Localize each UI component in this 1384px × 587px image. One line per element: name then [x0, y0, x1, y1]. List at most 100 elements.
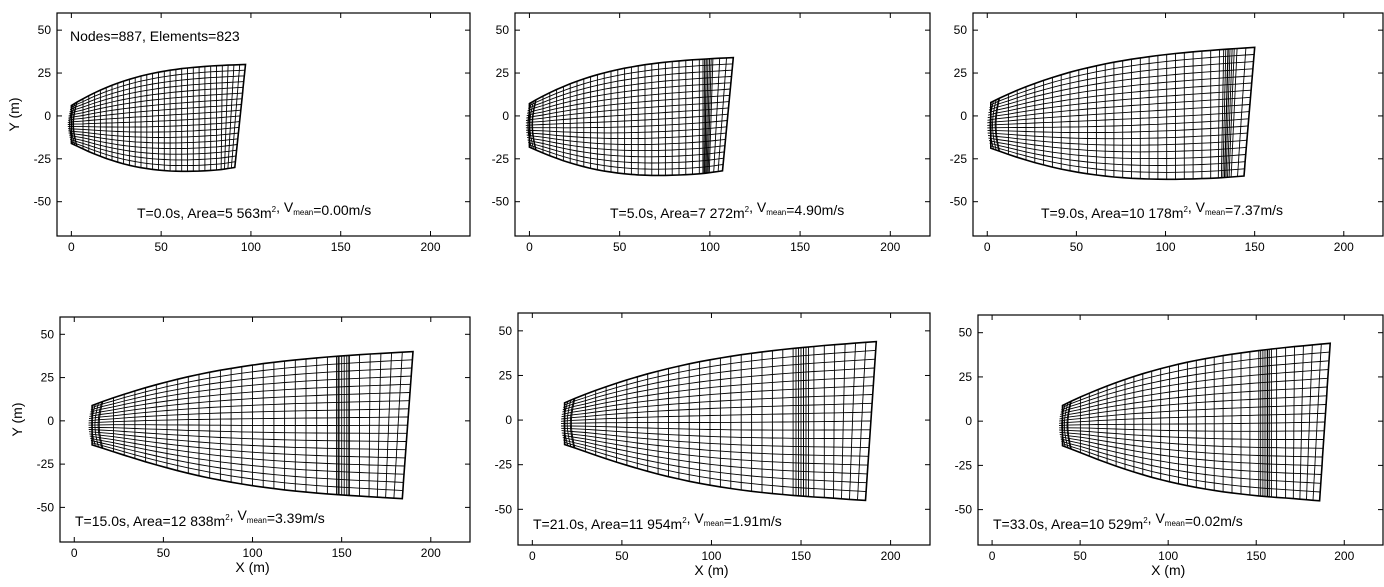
y-tick-label: -50	[37, 500, 55, 514]
x-tick-label: 100	[701, 549, 721, 563]
x-axis-label: X (m)	[694, 562, 728, 578]
x-axis-label: X (m)	[235, 559, 269, 575]
mesh-line	[703, 59, 706, 174]
x-tick-label: 200	[1334, 549, 1354, 563]
plot-frame	[514, 12, 931, 237]
x-tick-label: 50	[154, 240, 168, 254]
x-tick-label: 100	[1158, 549, 1178, 563]
x-tick-label: 100	[1156, 240, 1176, 254]
y-tick-label: 25	[954, 66, 968, 80]
x-tick-label: 50	[1070, 240, 1084, 254]
mesh-line	[529, 101, 534, 149]
mesh-line	[995, 98, 1001, 152]
mesh-line	[368, 353, 371, 497]
y-tick-label: -50	[492, 195, 510, 209]
y-tick-label: 0	[502, 109, 509, 123]
mesh-line	[531, 99, 537, 150]
mesh-line	[230, 64, 241, 169]
mesh-line	[1306, 344, 1313, 500]
mesh-info-label: Nodes=887, Elements=823	[70, 28, 240, 44]
x-tick-label: 50	[1073, 549, 1087, 563]
time-area-velocity-label: T=5.0s, Area=7 272m2, Vmean=4.90m/s	[610, 199, 844, 221]
x-tick-label: 50	[157, 546, 171, 560]
y-tick-label: 0	[960, 109, 967, 123]
x-tick-label: 0	[984, 240, 991, 254]
panel-t9: 0 50 100 150 200 50 25 0 -25 -50 T=9.0s, Area=10 1…	[950, 12, 1384, 254]
mesh-line	[97, 401, 103, 449]
mesh-line	[717, 57, 727, 172]
y-tick-label: 25	[959, 370, 973, 384]
mesh-line	[527, 102, 532, 149]
mesh-line	[98, 401, 104, 449]
mesh-line	[707, 58, 712, 173]
mesh-line	[849, 343, 856, 500]
x-tick-label: 50	[615, 549, 629, 563]
mesh-line	[1230, 48, 1238, 178]
panel-t0: 0 50 100 150 200 50 25 0 -25 -50 Y (m) Nodes=887, E…	[6, 12, 471, 254]
mesh-line	[220, 65, 223, 170]
mesh-line	[224, 65, 229, 170]
x-tick-label: 150	[1245, 240, 1265, 254]
panel-t5: 0 50 100 150 200 50 25 0 -25 -50 T=5.0s, Area=7 27…	[492, 12, 931, 254]
y-tick-label: 50	[38, 23, 52, 37]
y-tick-label: -50	[34, 195, 52, 209]
plot-frame	[977, 314, 1384, 546]
y-tick-label: 50	[959, 326, 973, 340]
x-tick-label: 0	[989, 549, 996, 563]
x-axis-label: X (m)	[1151, 562, 1185, 578]
y-tick-label: 0	[505, 413, 512, 427]
y-tick-label: -25	[950, 152, 968, 166]
mesh-line	[704, 58, 707, 174]
x-tick-label: 150	[331, 240, 351, 254]
mesh-line	[1067, 400, 1072, 450]
mesh-line	[857, 342, 867, 500]
mesh-line	[708, 58, 714, 173]
y-tick-label: 0	[965, 414, 972, 428]
mesh-line	[72, 102, 78, 147]
mesh-line	[992, 99, 997, 151]
x-tick-label: 150	[1246, 549, 1266, 563]
mesh-line	[1227, 48, 1233, 178]
mesh-line	[1237, 47, 1247, 177]
y-axis-label: Y (m)	[9, 403, 25, 437]
mesh-line	[94, 402, 99, 448]
panel-t21: 0 50 100 150 200 50 25 0 -25 -50 X (m) T=21.0s, Are…	[495, 312, 931, 578]
x-tick-label: 100	[241, 240, 261, 254]
x-tick-label: 0	[68, 240, 75, 254]
mesh-grid	[560, 340, 878, 502]
mesh-line	[1299, 345, 1304, 500]
mesh-line	[1220, 49, 1225, 178]
mesh-line	[91, 404, 96, 446]
x-tick-label: 0	[529, 549, 536, 563]
mesh-line	[563, 401, 569, 446]
y-tick-label: 25	[499, 368, 513, 382]
mesh-line	[570, 398, 576, 449]
x-tick-label: 0	[71, 546, 78, 560]
panel-t33: 0 50 100 150 200 50 25 0 -25 -50 X (m) T=33.0s, Are…	[955, 314, 1384, 578]
y-tick-label: -50	[955, 503, 973, 517]
plot-frame	[972, 12, 1384, 237]
y-axis-label: Y (m)	[6, 98, 22, 132]
mesh-line	[1217, 49, 1220, 178]
y-tick-label: 25	[496, 66, 510, 80]
mesh-line	[393, 352, 403, 499]
x-tick-label: 150	[332, 546, 352, 560]
mesh-grid	[525, 56, 735, 177]
x-tick-label: 200	[881, 549, 901, 563]
mesh-line	[532, 99, 537, 151]
mesh-grid	[987, 46, 1256, 181]
mesh-line	[706, 58, 710, 174]
mesh-line	[1225, 48, 1231, 178]
x-tick-label: 150	[791, 549, 811, 563]
mesh-line	[1063, 402, 1069, 448]
mesh-line	[1061, 403, 1066, 447]
mesh-grid	[1058, 342, 1332, 502]
mesh-grid	[67, 63, 247, 173]
x-tick-label: 100	[700, 240, 720, 254]
mesh-line	[1228, 48, 1235, 178]
mesh-line	[1066, 401, 1072, 449]
x-tick-label: 200	[880, 240, 900, 254]
mesh-line	[70, 103, 76, 146]
x-tick-label: 100	[243, 546, 263, 560]
